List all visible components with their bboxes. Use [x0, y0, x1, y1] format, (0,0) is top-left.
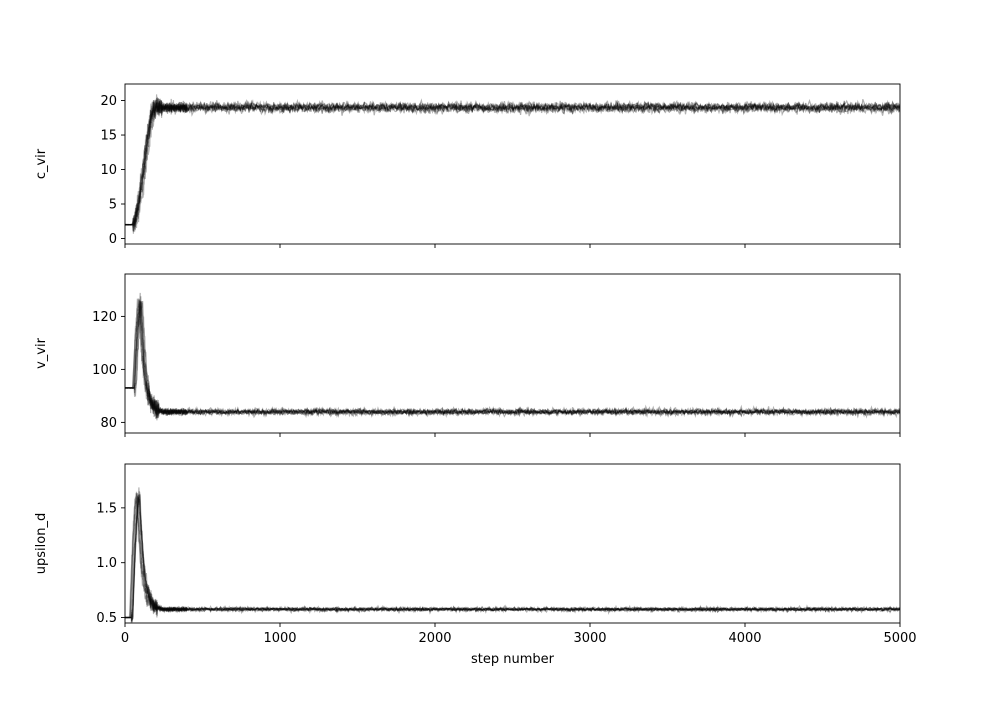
- y-tick-label: 100: [92, 363, 117, 378]
- axes-frame: [124, 463, 901, 624]
- walker-trace-line: [125, 301, 900, 421]
- walker-trace-line: [125, 493, 900, 619]
- y-tick-label: 10: [100, 163, 117, 178]
- walker-trace-line: [125, 298, 900, 419]
- y-tick-label: 0: [109, 232, 117, 247]
- y-axis-label: upsilon_d: [34, 513, 49, 574]
- walker-traces: [125, 292, 900, 421]
- walker-trace-line: [125, 299, 900, 418]
- y-tick-label: 80: [100, 416, 117, 431]
- walker-trace-line: [125, 494, 900, 619]
- walker-trace-line: [125, 493, 900, 619]
- y-tick-label: 1.0: [96, 556, 117, 571]
- x-tick-label: 4000: [728, 631, 761, 646]
- y-tick-label: 5: [109, 198, 117, 213]
- walker-trace-line: [125, 301, 900, 418]
- walker-trace-line: [125, 98, 900, 232]
- walker-trace-line: [125, 487, 900, 623]
- walker-trace-line: [125, 97, 900, 226]
- y-axis-label: c_vir: [34, 148, 49, 179]
- walker-trace-line: [125, 98, 900, 228]
- walker-trace-line: [125, 292, 900, 419]
- y-tick-label: 0.5: [96, 611, 117, 626]
- walker-trace-line: [125, 490, 900, 622]
- walker-trace-line: [125, 94, 900, 232]
- y-tick-label: 20: [100, 94, 117, 109]
- walker-trace-line: [125, 494, 900, 622]
- x-tick-label: 2000: [418, 631, 451, 646]
- upsilon-d-panel: 0.5 1.0 1.5 0 1000 2000 3000 4000 5000 upsilon_ds…: [34, 463, 917, 667]
- walker-trace-line: [125, 96, 900, 228]
- walker-traces: [125, 94, 900, 234]
- walker-trace-line: [125, 99, 900, 232]
- walker-trace-line: [125, 496, 900, 622]
- axes-frame: [124, 83, 901, 245]
- walker-trace-line: [125, 494, 900, 622]
- x-tick-label: 3000: [573, 631, 606, 646]
- x-tick-label: 0: [121, 631, 129, 646]
- axes-frame: [124, 273, 901, 434]
- x-tick-label: 5000: [883, 631, 916, 646]
- walker-trace-line: [125, 98, 900, 226]
- walker-trace-line: [125, 298, 900, 419]
- walker-trace-line: [125, 98, 900, 231]
- walker-trace-line: [125, 491, 900, 619]
- walker-trace-line: [125, 296, 900, 418]
- walker-trace-line: [125, 300, 900, 419]
- x-tick-label: 1000: [263, 631, 296, 646]
- v-vir-panel: 80 100 120 v_vir: [34, 273, 901, 437]
- y-tick-label: 15: [100, 129, 117, 144]
- walker-trace-line: [125, 300, 900, 419]
- walker-trace-line: [125, 98, 900, 226]
- y-tick-label: 120: [92, 310, 117, 325]
- y-tick-label: 1.5: [96, 501, 117, 516]
- walker-trace-line: [125, 301, 900, 418]
- walker-trace-line: [125, 493, 900, 623]
- walker-traces: [125, 487, 900, 623]
- walker-trace-line: [125, 99, 900, 234]
- c-vir-panel: 0 5 10 15 20 c_vir: [34, 83, 901, 248]
- y-axis-label: v_vir: [34, 337, 49, 368]
- x-axis-label: step number: [471, 652, 555, 667]
